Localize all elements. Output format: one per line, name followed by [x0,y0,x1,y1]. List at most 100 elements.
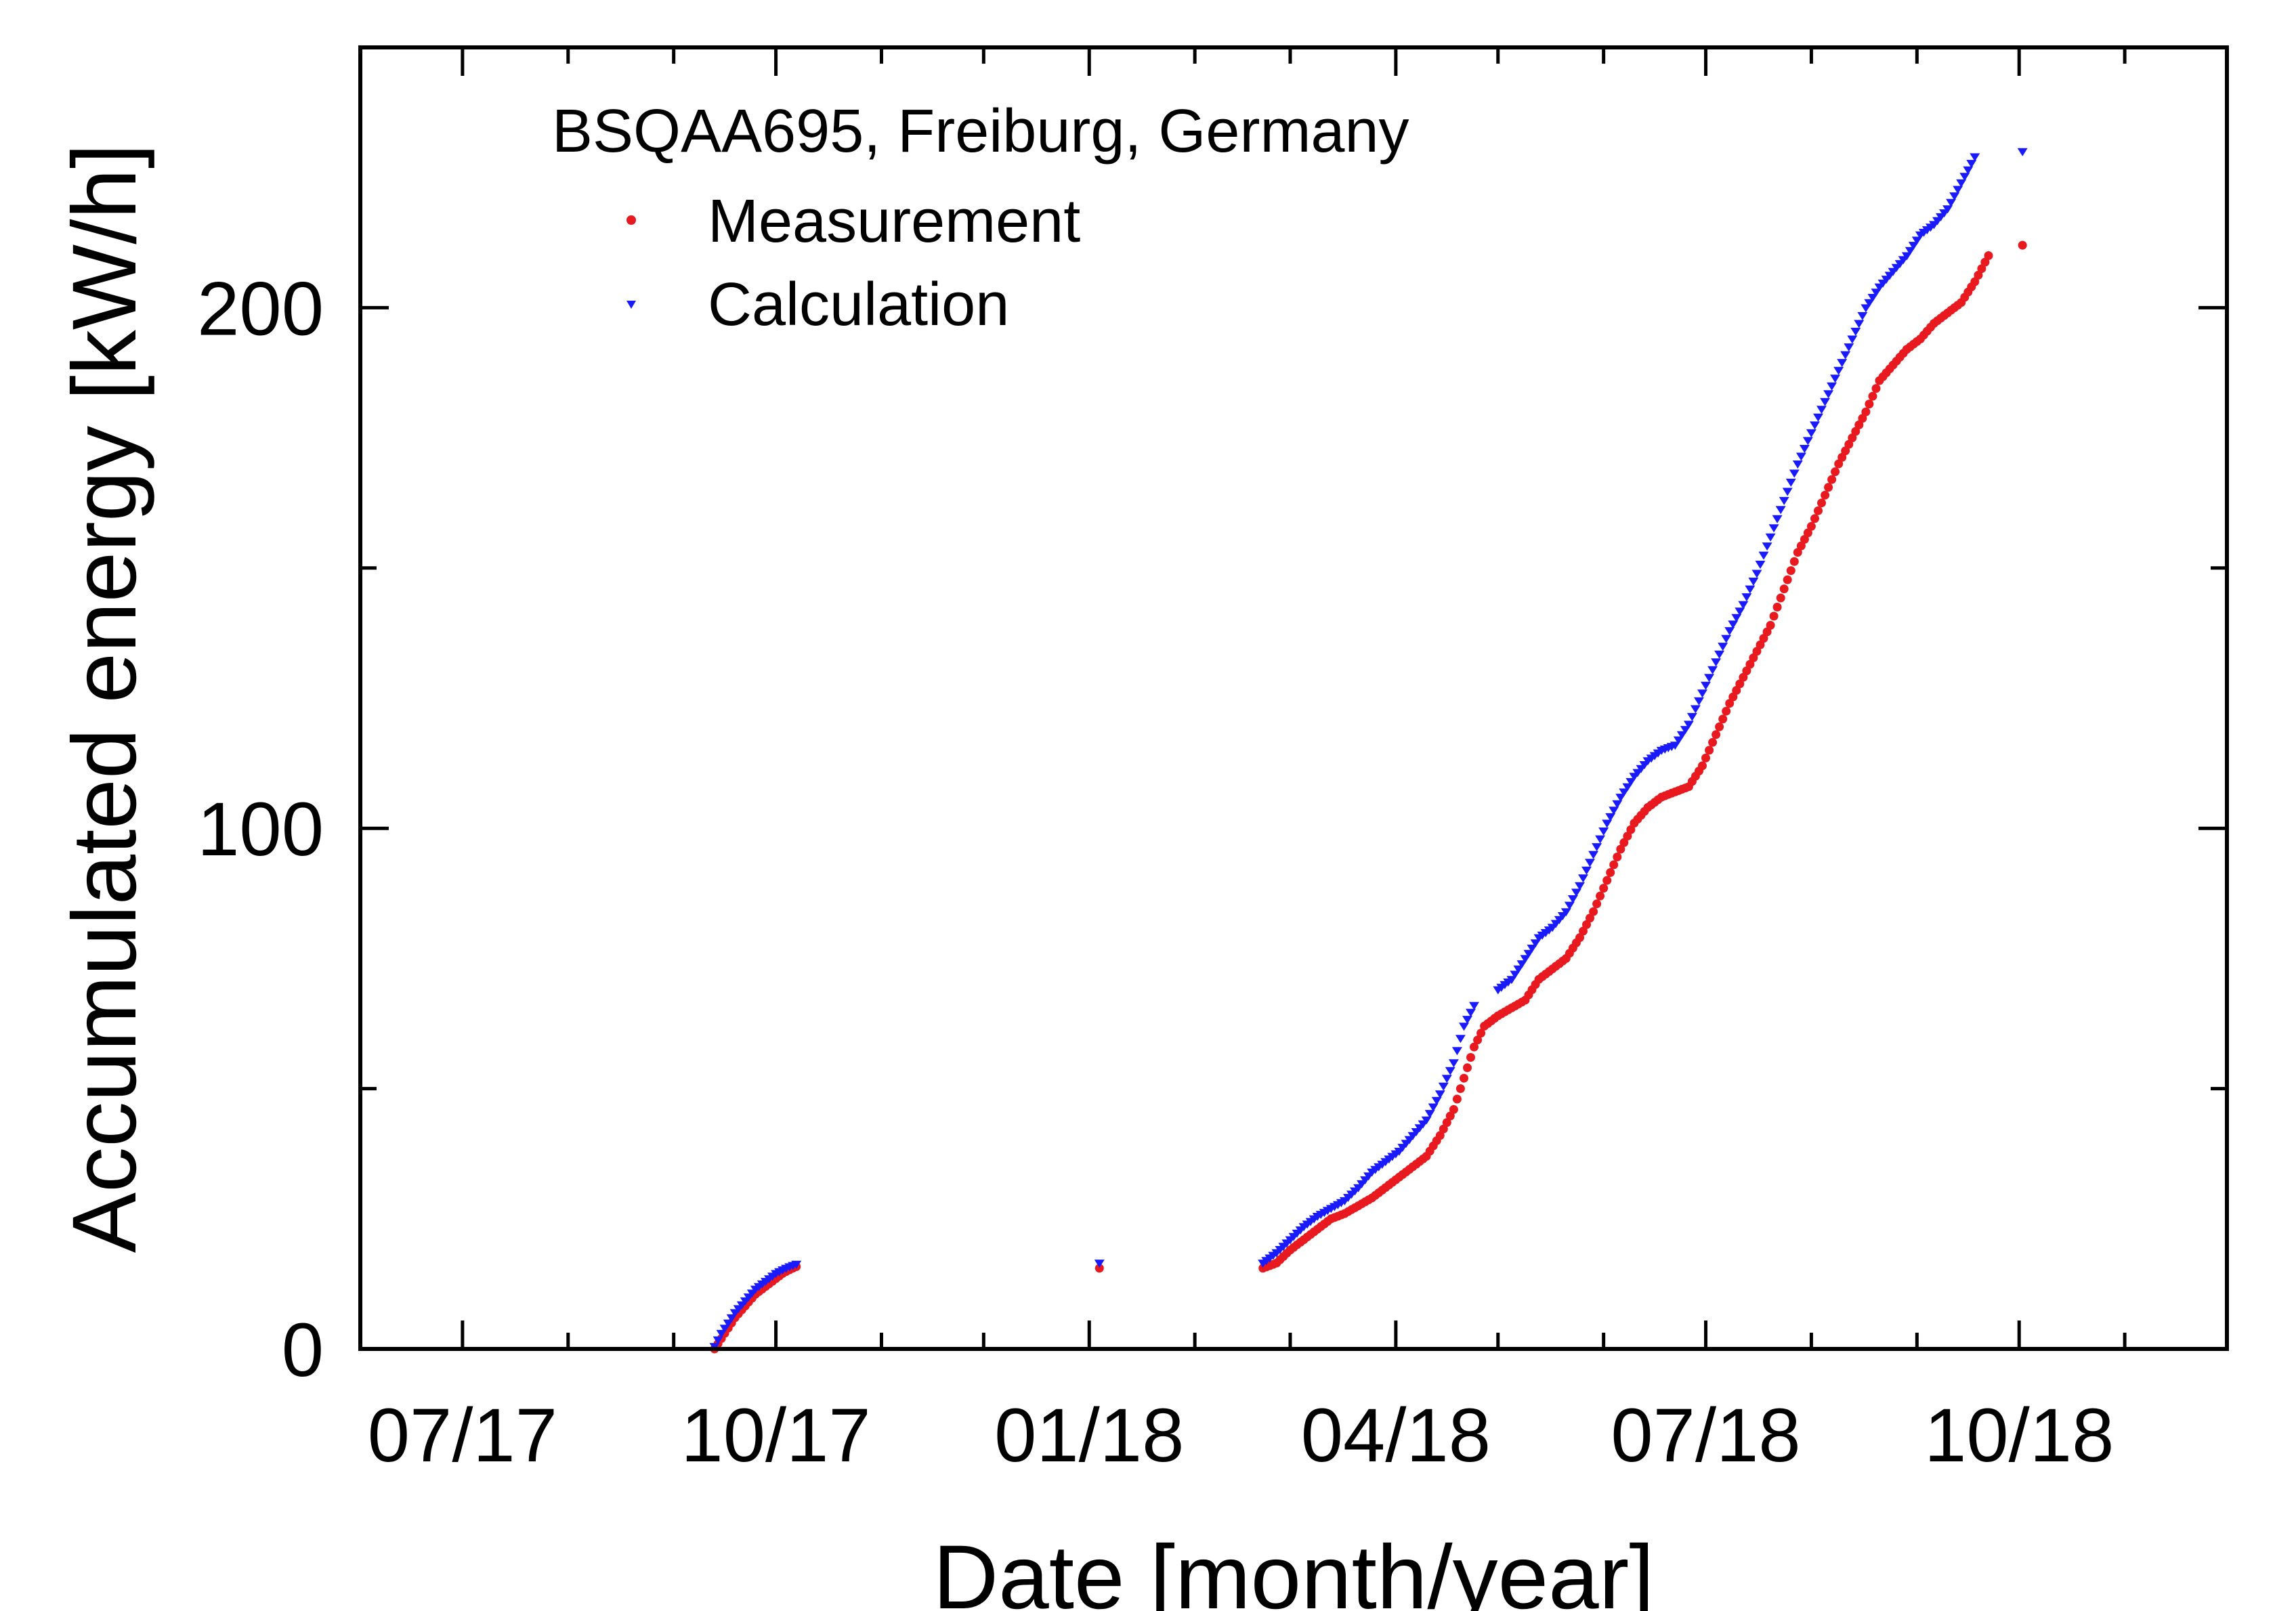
calculation-point [1445,1067,1455,1075]
calculation-point [1694,697,1704,706]
measurement-point [1783,575,1792,584]
measurement-point [1732,686,1741,695]
calculation-point [1683,721,1694,729]
calculation-point [1605,813,1616,821]
calculation-point [1530,939,1541,948]
measurement-point [1779,584,1789,594]
calculation-point [1704,674,1715,683]
measurement-point [1435,1131,1445,1140]
measurement-point [1827,475,1837,484]
calculation-point [1745,585,1756,594]
measurement-point [1473,1035,1483,1045]
measurement-point [1974,270,1983,280]
legend-marker-calculation [626,301,636,309]
measurement-point [1759,634,1768,643]
calculation-point [1592,843,1602,852]
calculation-point [1741,593,1752,602]
measurement-point [1739,672,1748,682]
calculation-point [1901,252,1912,261]
calculation-point [1434,1090,1445,1099]
x-tick-label: 04/18 [1301,1393,1491,1478]
measurement-point [1626,825,1636,834]
x-tick-label: 07/18 [1611,1393,1800,1478]
measurement-point [1579,926,1588,936]
calculation-point [1751,570,1762,578]
calculation-point [1850,328,1861,336]
calculation-point [1609,807,1619,815]
calculation-point [1622,783,1633,792]
measurement-point [1800,535,1809,544]
measurement-point [1455,1084,1465,1094]
calculation-point [1571,888,1581,897]
calculation-point [1792,460,1803,469]
calculation-point [726,1314,737,1323]
measurement-point [1466,1053,1475,1062]
calculation-point [1615,794,1626,802]
legend: BSQAA695, Freiburg, Germany Measurement … [552,98,1409,339]
calculation-point [1466,1008,1476,1017]
calculation-point [1714,650,1725,659]
measurement-point [1786,566,1795,576]
axis-tick-labels: 07/17 10/17 01/18 04/18 07/18 10/18 0 100 200 [197,266,2114,1478]
calculation-point [1711,658,1722,667]
calculation-point [1782,488,1793,496]
y-axis-label: Accumulated energy [kW/h] [54,144,155,1253]
measurement-point [1442,1118,1451,1127]
calculation-point [1795,452,1806,461]
calculation-point [2017,148,2028,156]
legend-marker-measurement [626,215,636,225]
calculation-point [1762,542,1772,551]
calculation-point [1690,705,1701,714]
calculation-point [1789,469,1800,478]
measurement-point [1814,506,1823,515]
calculation-point [1724,627,1735,636]
calculation-point [1942,205,1953,214]
measurement-point [1609,860,1619,869]
measurement-point [1463,1063,1472,1073]
calculation-point [1956,179,1967,188]
calculation-point [1673,736,1684,745]
calculation-point [1598,828,1609,836]
calculation-point [1602,819,1613,828]
calculation-point [1441,1075,1452,1083]
calculation-point [1448,1059,1459,1068]
calculation-point [1731,614,1742,622]
calculation-point [1820,398,1831,406]
calculation-point [1510,970,1521,979]
measurement-point [1722,706,1731,716]
calculation-point [1959,173,1970,181]
measurement-point [1854,420,1864,429]
calculation-point [1581,866,1592,875]
calculation-point [1854,320,1865,328]
measurement-point [1728,692,1738,702]
measurement-point [1701,753,1710,762]
measurement-point [1613,853,1622,861]
measurement-point [1742,666,1751,676]
calculation-point [1840,351,1851,360]
calculation-point [713,1336,723,1345]
calculation-point [1516,960,1527,969]
measurement-point [1848,433,1857,443]
x-tick-label: 07/17 [368,1393,557,1478]
measurement-point [1449,1104,1458,1114]
calculation-point [1462,1016,1472,1025]
measurement-point [1708,737,1718,747]
calculation-point [1908,242,1919,251]
measurement-point [1752,647,1762,656]
measurement-point [1749,653,1758,662]
calculation-point [1721,635,1732,643]
x-axis-label: Date [month/year] [933,1527,1654,1611]
legend-title: BSQAA695, Freiburg, Germany [552,98,1409,165]
measurement-point [1439,1124,1448,1134]
calculation-point [1738,601,1749,609]
measurement-point [1735,679,1745,689]
measurement-point [1769,611,1779,621]
calculation-point [1578,874,1588,883]
series-measurement [710,240,2027,1354]
measurement-point [1776,593,1785,603]
measurement-point [1725,699,1735,708]
measurement-point [1470,1042,1479,1052]
calculation-point [1966,160,1977,169]
